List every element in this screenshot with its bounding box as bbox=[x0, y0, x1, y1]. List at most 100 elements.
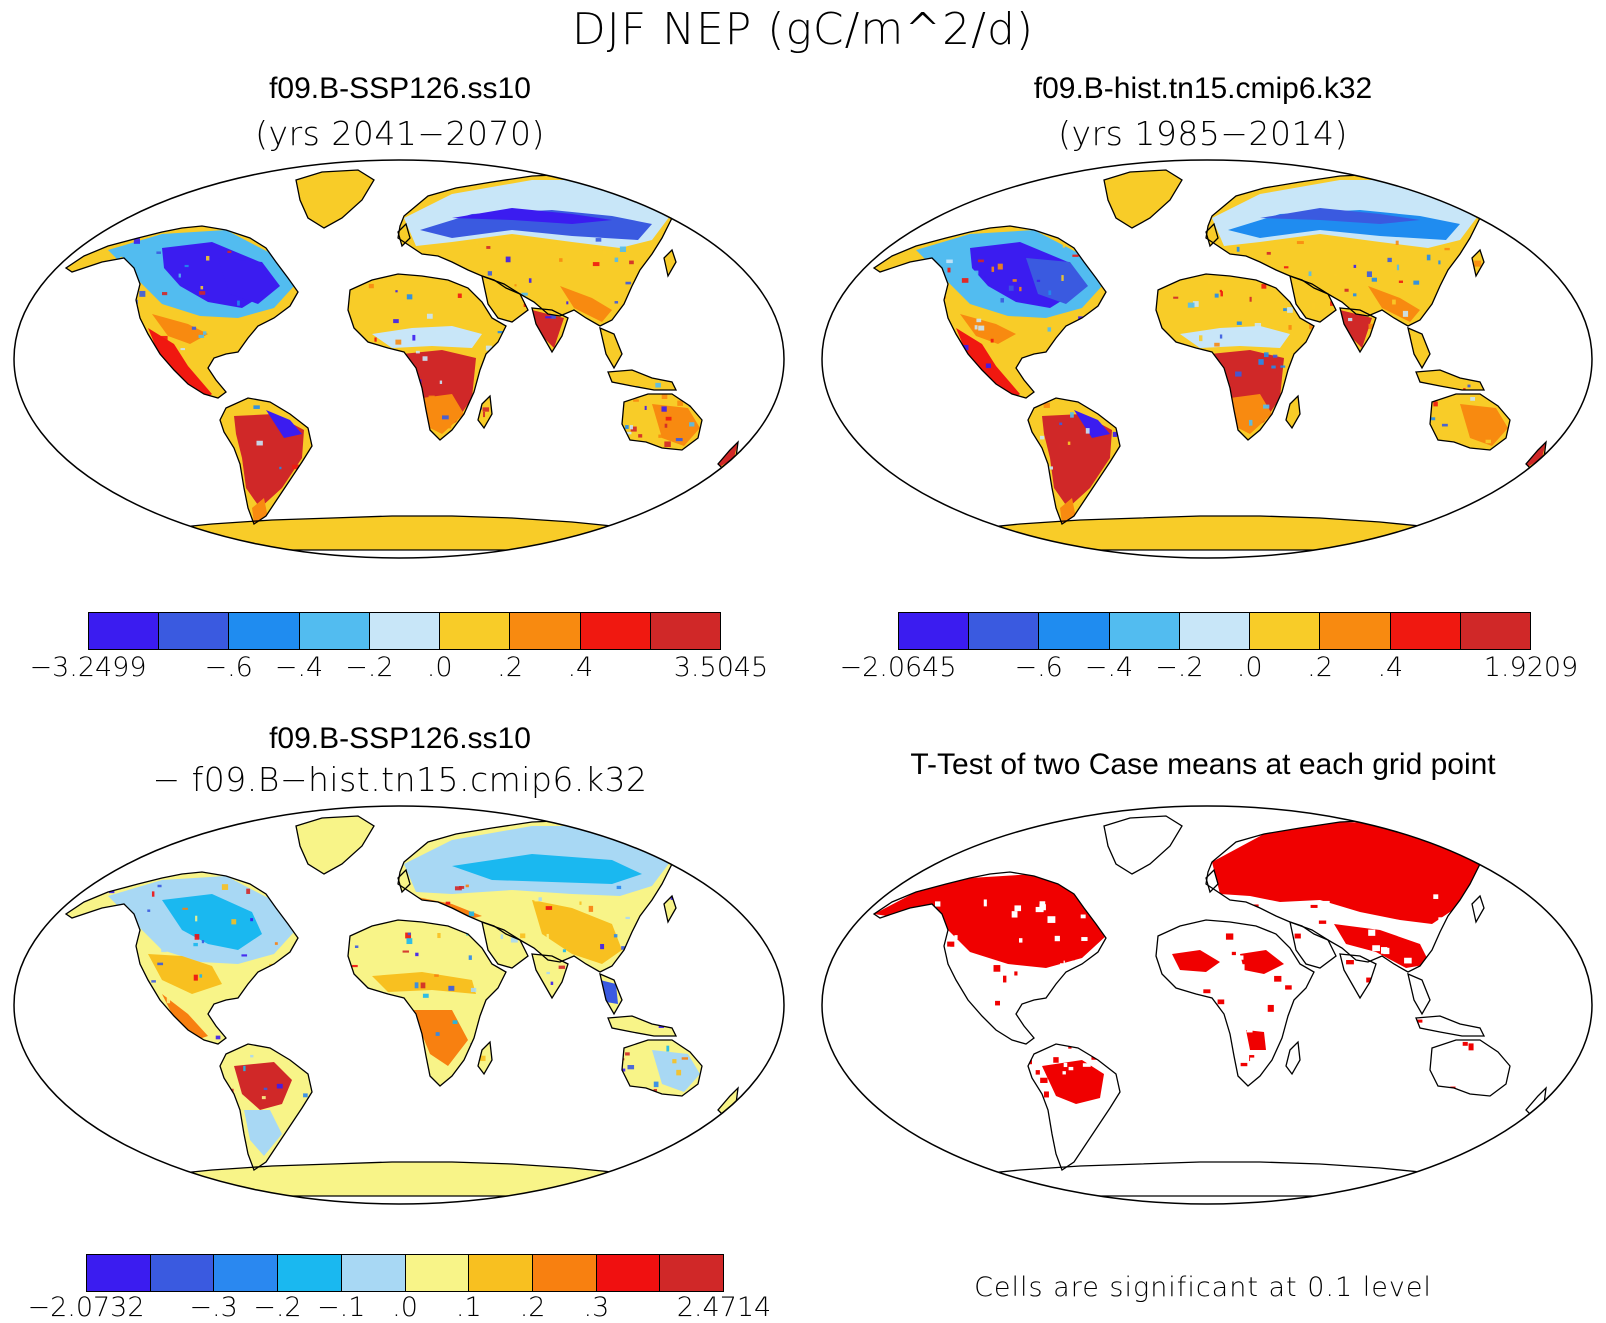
value-region bbox=[960, 314, 1016, 344]
significant-region bbox=[1240, 950, 1284, 974]
colorbar-tick-label: −.2 bbox=[253, 1292, 302, 1323]
value-region bbox=[234, 414, 304, 508]
colorbar-swatch bbox=[1460, 613, 1530, 649]
value-region bbox=[1230, 394, 1272, 434]
colorbar-swatch bbox=[510, 613, 581, 649]
coastline-india bbox=[1339, 307, 1377, 354]
colorbar-swatch bbox=[278, 1255, 342, 1291]
coastline-africa bbox=[347, 273, 507, 441]
colorbar-tick-label: .2 bbox=[1307, 652, 1333, 683]
panel-title-ssp: f09.B-SSP126.ss10 bbox=[269, 72, 531, 105]
significant-region bbox=[1172, 950, 1220, 972]
colorbar-tick-label: −2.0732 bbox=[27, 1292, 145, 1323]
value-region bbox=[1260, 208, 1420, 224]
coastline-australia bbox=[1429, 1039, 1511, 1097]
colorbar-swatch bbox=[1039, 613, 1110, 649]
significant-region bbox=[1334, 924, 1430, 968]
coastline-japan bbox=[663, 248, 677, 278]
colorbar-tick-label: .2 bbox=[519, 1292, 546, 1323]
coastline-sa bbox=[219, 397, 313, 525]
value-region bbox=[148, 954, 222, 994]
colorbar-swatch bbox=[650, 613, 720, 649]
coastline-india bbox=[531, 953, 569, 1000]
coastline-australia bbox=[621, 1039, 703, 1097]
value-region bbox=[1180, 326, 1290, 348]
significant-region bbox=[1212, 822, 1492, 924]
coastline-indonesia bbox=[607, 369, 678, 391]
colorbar-swatch bbox=[341, 1255, 406, 1291]
colorbar-tick-label: 3.5045 bbox=[673, 652, 769, 683]
colorbar-swatch bbox=[469, 1255, 533, 1291]
value-region bbox=[1460, 404, 1508, 446]
colorbar-diff bbox=[86, 1254, 724, 1292]
colorbar-swatch bbox=[596, 1255, 661, 1291]
coastline-indonesia bbox=[607, 1015, 678, 1037]
coastline-japan bbox=[1471, 248, 1485, 278]
coastline-uk bbox=[1205, 222, 1219, 248]
coastline-sa bbox=[219, 1043, 313, 1171]
coastline-greenland bbox=[295, 815, 375, 875]
colorbar-ssp bbox=[88, 612, 721, 650]
coastline-seasia bbox=[1407, 972, 1431, 1016]
coastline-na bbox=[64, 225, 299, 399]
value-region bbox=[266, 410, 302, 438]
colorbar-swatch bbox=[405, 1255, 470, 1291]
coastline-arabia bbox=[481, 920, 529, 969]
value-region bbox=[422, 394, 464, 434]
colorbar-swatch bbox=[150, 1255, 215, 1291]
colorbar-tick-label: −.2 bbox=[1155, 652, 1204, 683]
colorbar-tick-label: .4 bbox=[567, 652, 594, 683]
coastline-sa bbox=[1027, 397, 1121, 525]
coastline-madagascar bbox=[1285, 1040, 1301, 1076]
colorbar-hist bbox=[898, 612, 1531, 650]
map-ttest bbox=[821, 805, 1593, 1205]
panel-subtitle-diff: − f09.B−hist.tn15.cmip6.k32 bbox=[152, 760, 648, 799]
coastline-arabia bbox=[481, 274, 529, 323]
coastline-greenland bbox=[1103, 169, 1183, 229]
colorbar-swatch bbox=[969, 613, 1040, 649]
coastline-uk bbox=[397, 222, 411, 248]
value-region bbox=[1042, 414, 1112, 508]
colorbar-tick-label: −.2 bbox=[345, 652, 394, 683]
coastline-africa bbox=[1155, 919, 1315, 1087]
colorbar-tick-label: −.4 bbox=[274, 652, 324, 683]
value-region bbox=[148, 328, 212, 400]
coastline-japan bbox=[1471, 894, 1485, 924]
value-region bbox=[560, 286, 612, 322]
colorbar-tick-label: −.6 bbox=[204, 652, 253, 683]
coastline-africa bbox=[347, 919, 507, 1087]
coastline-seasia bbox=[1407, 326, 1431, 370]
coastline-na bbox=[872, 871, 1107, 1045]
figure-title: DJF NEP (gC/m^2/d) bbox=[571, 4, 1035, 55]
coastline-australia bbox=[621, 393, 703, 451]
value-region bbox=[452, 208, 612, 224]
colorbar-swatch bbox=[440, 613, 511, 649]
value-region bbox=[600, 980, 618, 1004]
colorbar-tick-label: .0 bbox=[426, 652, 453, 683]
coastline-indonesia bbox=[1415, 369, 1486, 391]
colorbar-tick-label: −.6 bbox=[1014, 652, 1063, 683]
colorbar-tick-label: −.1 bbox=[316, 1292, 366, 1323]
colorbar-swatch bbox=[1109, 613, 1180, 649]
coastline-arabia bbox=[1289, 274, 1337, 323]
map-border bbox=[13, 805, 785, 1205]
value-region bbox=[532, 310, 564, 348]
significant-region bbox=[874, 874, 1106, 968]
value-region bbox=[452, 854, 642, 884]
coastline-na bbox=[64, 871, 299, 1045]
colorbar-swatch bbox=[899, 613, 970, 649]
colorbar-tick-label: −.3 bbox=[189, 1292, 238, 1323]
coastline-madagascar bbox=[477, 394, 493, 430]
colorbar-tick-label: −.4 bbox=[1084, 652, 1134, 683]
panel-title-hist: f09.B-hist.tn15.cmip6.k32 bbox=[1033, 72, 1373, 105]
value-region bbox=[162, 994, 208, 1040]
colorbar-tick-label: −2.0645 bbox=[839, 652, 957, 683]
colorbar-swatch bbox=[1390, 613, 1461, 649]
colorbar-swatch bbox=[580, 613, 651, 649]
colorbar-tick-label: 2.4714 bbox=[676, 1292, 772, 1323]
value-region bbox=[652, 1050, 700, 1092]
value-region bbox=[532, 900, 622, 964]
colorbar-swatch bbox=[159, 613, 230, 649]
coastline-arabia bbox=[1289, 920, 1337, 969]
map-border bbox=[821, 159, 1593, 559]
